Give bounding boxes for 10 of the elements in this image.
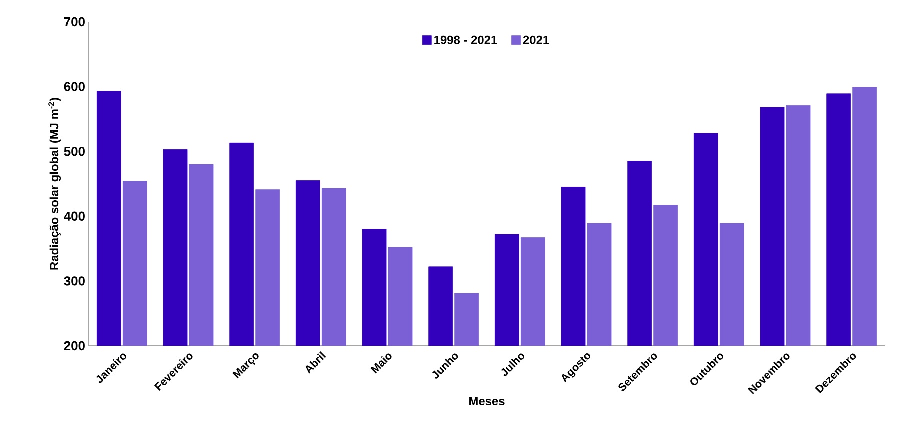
legend-label: 2021 xyxy=(523,36,550,44)
y-tick-label: 600 xyxy=(64,82,85,92)
y-tick-label: 300 xyxy=(64,276,85,286)
y-axis-title: Radiação solar global (MJ m$^{-2}$) xyxy=(48,98,62,270)
y-tick-label: 200 xyxy=(64,341,85,351)
y-tick-label: 500 xyxy=(64,147,85,156)
legend-label: 1998 - 2021 xyxy=(434,36,498,44)
y-tick-label: 400 xyxy=(64,212,85,221)
y-tick-label: 700 xyxy=(64,17,85,27)
x-axis-title: Meses xyxy=(470,397,505,406)
